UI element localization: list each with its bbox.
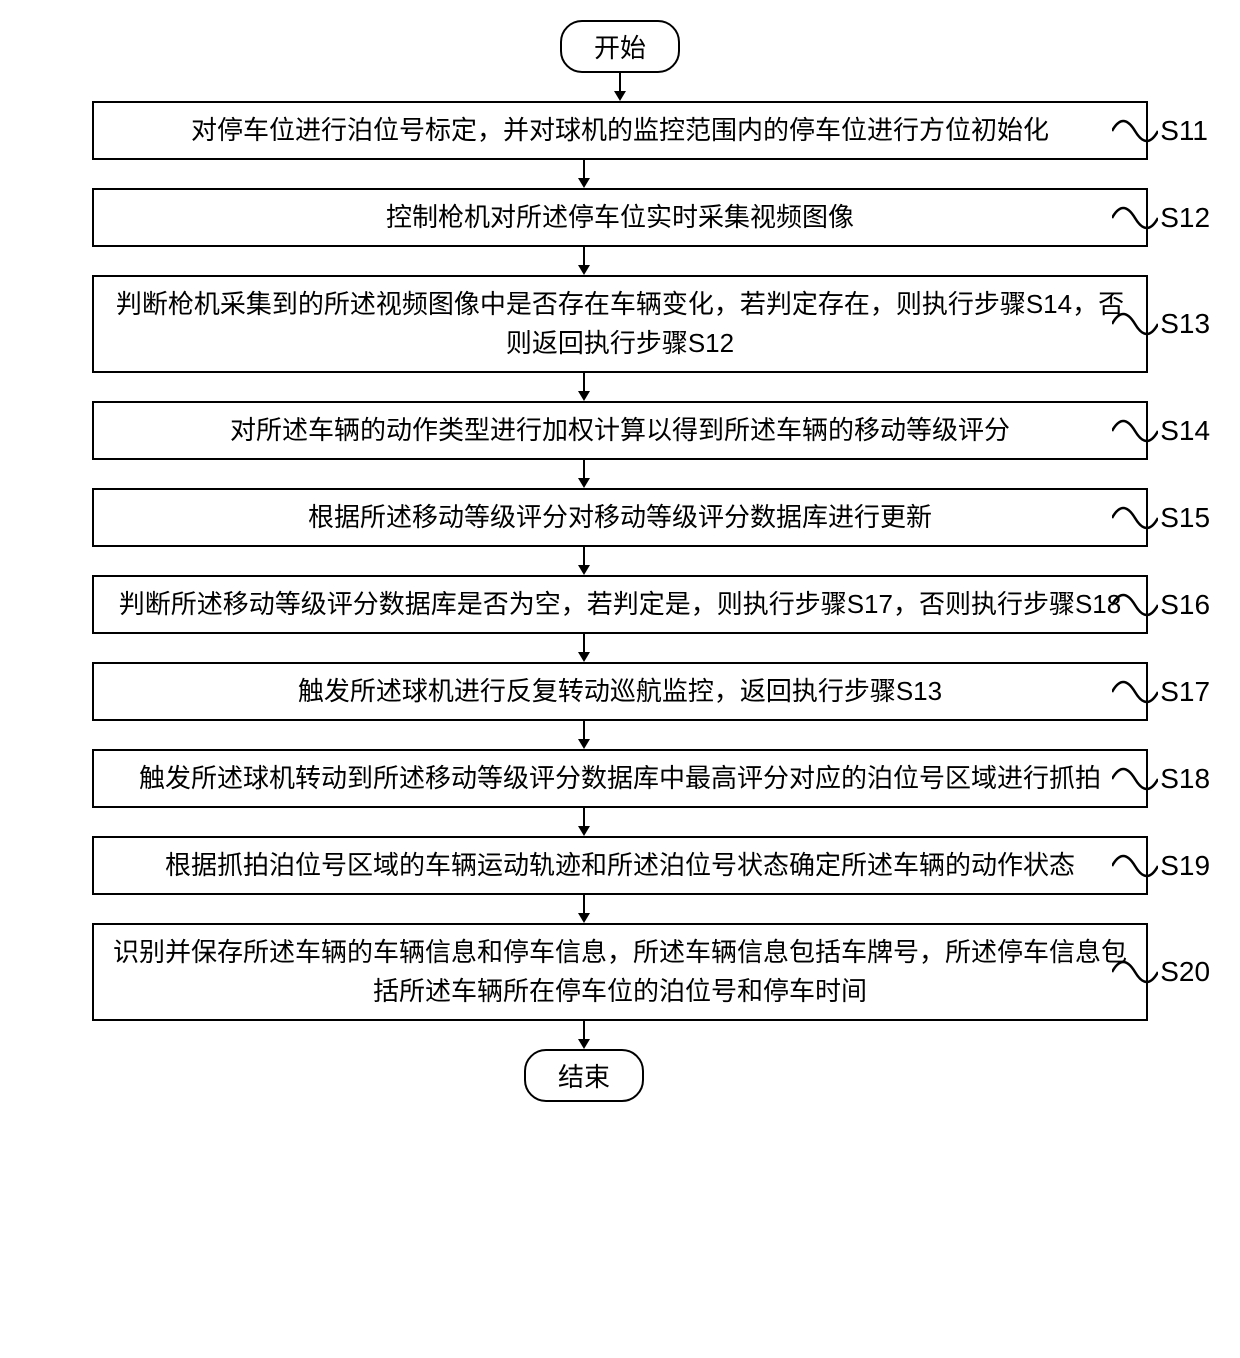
step-row: 对停车位进行泊位号标定，并对球机的监控范围内的停车位进行方位初始化 S11 [20, 101, 1220, 160]
step-row: 根据抓拍泊位号区域的车辆运动轨迹和所述泊位号状态确定所述车辆的动作状态 S19 [20, 836, 1220, 895]
step-label-s16: S16 [1160, 589, 1220, 621]
connector-wave-icon [1112, 409, 1158, 453]
step-row: 触发所述球机转动到所述移动等级评分数据库中最高评分对应的泊位号区域进行抓拍 S1… [20, 749, 1220, 808]
arrow [574, 160, 594, 188]
connector-wave-icon [1112, 757, 1158, 801]
step-box-s12: 控制枪机对所述停车位实时采集视频图像 [92, 188, 1148, 247]
step-id: S20 [1160, 956, 1210, 987]
step-row: 判断所述移动等级评分数据库是否为空，若判定是，则执行步骤S17，否则执行步骤S1… [20, 575, 1220, 634]
step-id: S14 [1160, 415, 1210, 446]
step-label-s11: S11 [1160, 115, 1220, 147]
step-id: S19 [1160, 850, 1210, 881]
arrow [574, 1021, 594, 1049]
step-row: 识别并保存所述车辆的车辆信息和停车信息，所述车辆信息包括车牌号，所述停车信息包括… [20, 923, 1220, 1021]
connector-wave-icon [1112, 844, 1158, 888]
step-row: 根据所述移动等级评分对移动等级评分数据库进行更新 S15 [20, 488, 1220, 547]
step-box-s19: 根据抓拍泊位号区域的车辆运动轨迹和所述泊位号状态确定所述车辆的动作状态 [92, 836, 1148, 895]
end-terminal: 结束 [524, 1049, 644, 1102]
step-label-s12: S12 [1160, 202, 1220, 234]
step-id: S15 [1160, 502, 1210, 533]
connector-wave-icon [1112, 196, 1158, 240]
flowchart-container: 开始 对停车位进行泊位号标定，并对球机的监控范围内的停车位进行方位初始化 S11… [20, 20, 1220, 1102]
arrow [574, 895, 594, 923]
connector-wave-icon [1112, 496, 1158, 540]
step-label-s15: S15 [1160, 502, 1220, 534]
step-id: S11 [1160, 115, 1208, 146]
step-row: 判断枪机采集到的所述视频图像中是否存在车辆变化，若判定存在，则执行步骤S14，否… [20, 275, 1220, 373]
step-label-s18: S18 [1160, 763, 1220, 795]
start-terminal: 开始 [560, 20, 680, 73]
arrow [574, 721, 594, 749]
arrow [574, 247, 594, 275]
connector-wave-icon [1112, 302, 1158, 346]
step-box-s14: 对所述车辆的动作类型进行加权计算以得到所述车辆的移动等级评分 [92, 401, 1148, 460]
connector-wave-icon [1112, 670, 1158, 714]
step-box-s20: 识别并保存所述车辆的车辆信息和停车信息，所述车辆信息包括车牌号，所述停车信息包括… [92, 923, 1148, 1021]
step-label-s14: S14 [1160, 415, 1220, 447]
arrow [574, 808, 594, 836]
step-label-s17: S17 [1160, 676, 1220, 708]
step-label-s13: S13 [1160, 308, 1220, 340]
step-box-s16: 判断所述移动等级评分数据库是否为空，若判定是，则执行步骤S17，否则执行步骤S1… [92, 575, 1148, 634]
step-id: S12 [1160, 202, 1210, 233]
step-row: 对所述车辆的动作类型进行加权计算以得到所述车辆的移动等级评分 S14 [20, 401, 1220, 460]
step-row: 触发所述球机进行反复转动巡航监控，返回执行步骤S13 S17 [20, 662, 1220, 721]
step-box-s18: 触发所述球机转动到所述移动等级评分数据库中最高评分对应的泊位号区域进行抓拍 [92, 749, 1148, 808]
step-row: 控制枪机对所述停车位实时采集视频图像 S12 [20, 188, 1220, 247]
step-box-s17: 触发所述球机进行反复转动巡航监控，返回执行步骤S13 [92, 662, 1148, 721]
arrow [574, 460, 594, 488]
step-label-s20: S20 [1160, 956, 1220, 988]
arrow [610, 73, 630, 101]
step-box-s13: 判断枪机采集到的所述视频图像中是否存在车辆变化，若判定存在，则执行步骤S14，否… [92, 275, 1148, 373]
connector-wave-icon [1112, 950, 1158, 994]
step-id: S13 [1160, 308, 1210, 339]
arrow [574, 373, 594, 401]
step-id: S16 [1160, 589, 1210, 620]
step-id: S17 [1160, 676, 1210, 707]
connector-wave-icon [1112, 109, 1158, 153]
step-id: S18 [1160, 763, 1210, 794]
step-label-s19: S19 [1160, 850, 1220, 882]
step-box-s15: 根据所述移动等级评分对移动等级评分数据库进行更新 [92, 488, 1148, 547]
step-box-s11: 对停车位进行泊位号标定，并对球机的监控范围内的停车位进行方位初始化 [92, 101, 1148, 160]
arrow [574, 547, 594, 575]
arrow [574, 634, 594, 662]
connector-wave-icon [1112, 583, 1158, 627]
